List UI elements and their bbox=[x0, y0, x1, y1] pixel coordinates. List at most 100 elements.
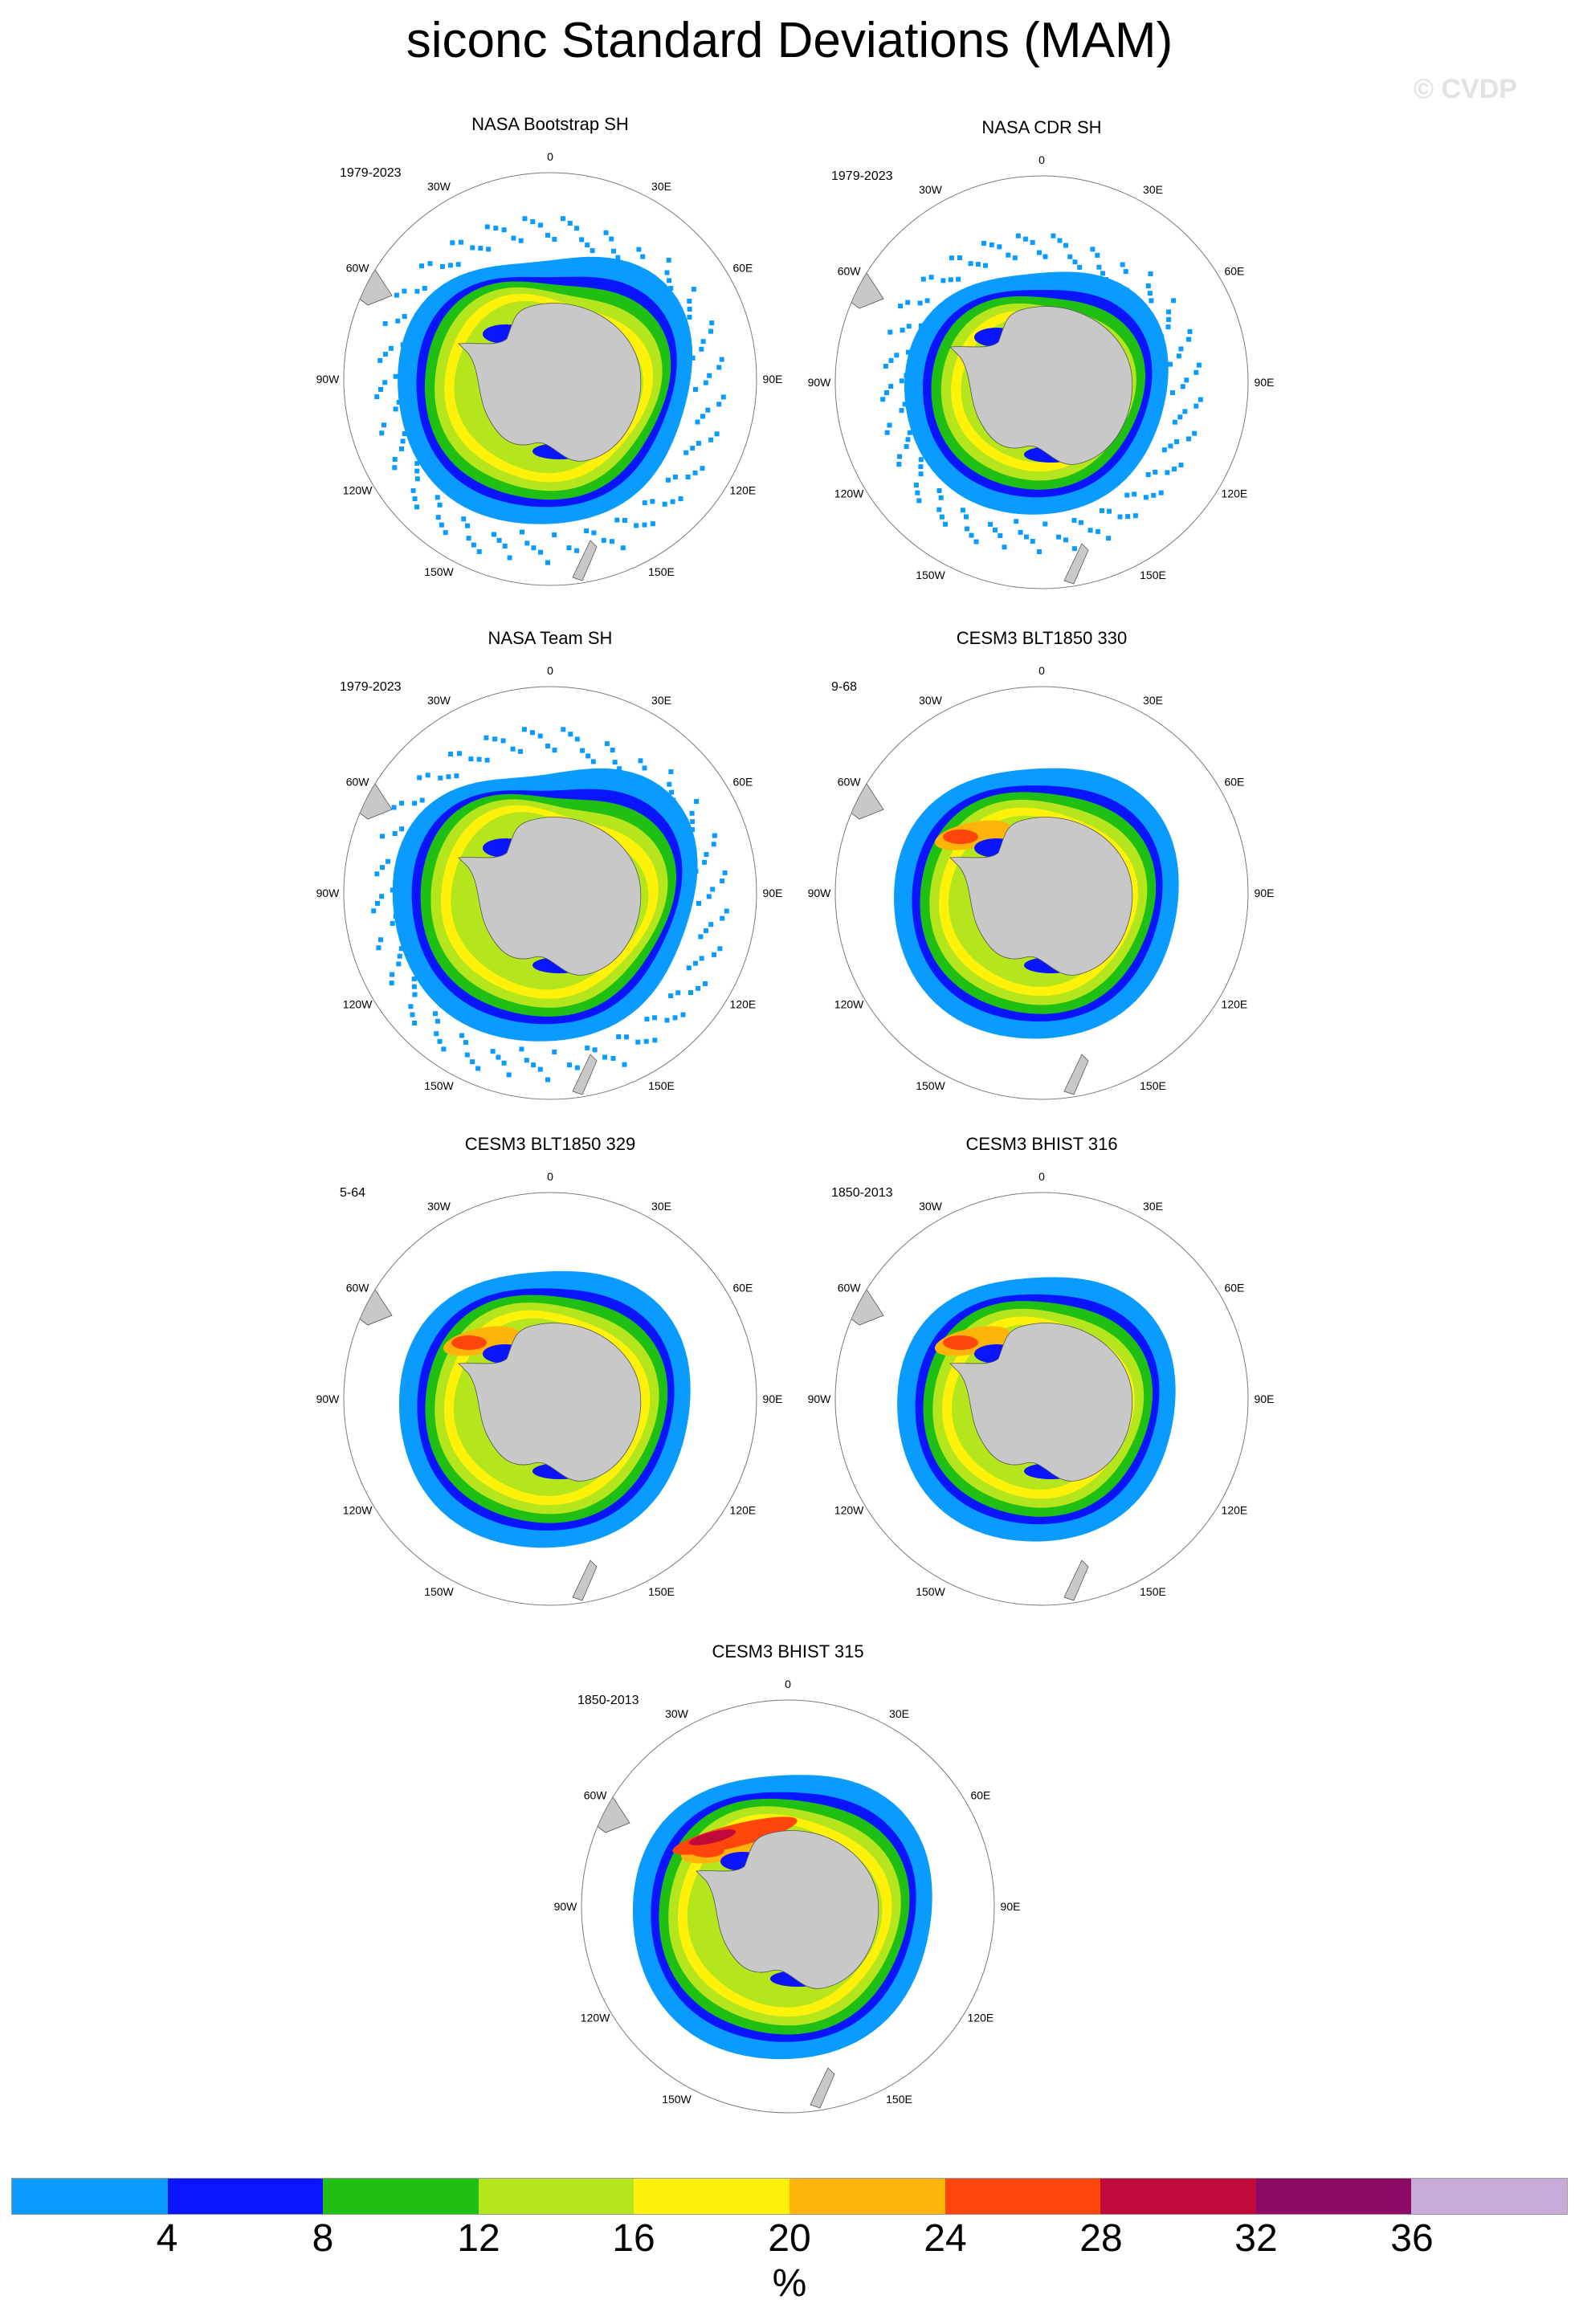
longitude-label: 60E bbox=[1224, 776, 1244, 789]
longitude-label: 60W bbox=[838, 265, 862, 278]
colorbar-segment bbox=[12, 2179, 168, 2214]
colorbar-unit: % bbox=[772, 2262, 807, 2305]
colorbar-tick-label: 24 bbox=[924, 2217, 967, 2260]
longitude-label: 30W bbox=[427, 1200, 451, 1213]
longitude-label: 180 bbox=[1032, 1615, 1051, 1616]
longitude-label: 90E bbox=[1255, 376, 1275, 389]
longitude-label: 120E bbox=[730, 998, 757, 1011]
longitude-label: 150W bbox=[424, 1585, 454, 1598]
map-panel-cesm3-bhist-316: CESM3 BHIST 316 1850-2013 0 30E 60E 90E 120E… bbox=[785, 1134, 1299, 1616]
colorbar-segment bbox=[1255, 2179, 1412, 2214]
longitude-label: 90E bbox=[763, 373, 783, 385]
colorbar-tick-label: 32 bbox=[1234, 2217, 1278, 2260]
longitude-label: 150E bbox=[1140, 1079, 1166, 1092]
colorbar-tick-label: 12 bbox=[457, 2217, 500, 2260]
colorbar-segment bbox=[634, 2179, 790, 2214]
longitude-label: 30E bbox=[651, 180, 671, 193]
longitude-label: 30E bbox=[1143, 694, 1163, 707]
longitude-label: 60W bbox=[838, 776, 862, 789]
longitude-label: 120W bbox=[343, 998, 373, 1011]
panel-period: 5-64 bbox=[340, 1186, 366, 1200]
longitude-label: 60W bbox=[346, 776, 370, 789]
panel-title: CESM3 BHIST 315 bbox=[712, 1641, 864, 1661]
longitude-label: 90W bbox=[808, 887, 832, 899]
map-panel-nasa-bootstrap-sh: NASA Bootstrap SH 1979-2023 0 30E 60E 90E 12… bbox=[293, 114, 807, 596]
longitude-label: 30E bbox=[651, 1200, 671, 1213]
longitude-label: 90W bbox=[808, 376, 832, 389]
longitude-label: 30W bbox=[665, 1707, 689, 1720]
longitude-label: 90E bbox=[763, 887, 783, 899]
colorbar bbox=[11, 2178, 1568, 2215]
longitude-label: 90E bbox=[763, 1392, 783, 1405]
longitude-label: 120W bbox=[343, 484, 373, 497]
map-panel-cesm3-bhist-315: CESM3 BHIST 315 1850-2013 0 30E 60E 90E 120E… bbox=[531, 1641, 1045, 2123]
colorbar-segment bbox=[789, 2179, 945, 2214]
longitude-label: 0 bbox=[1038, 153, 1045, 166]
longitude-label: 120W bbox=[581, 2012, 610, 2024]
map-panel-nasa-team-sh: NASA Team SH 1979-2023 0 30E 60E 90E 120E 150… bbox=[293, 628, 807, 1110]
longitude-label: 90W bbox=[316, 1392, 341, 1405]
longitude-label: 30E bbox=[1143, 183, 1163, 196]
longitude-label: 30W bbox=[427, 694, 451, 707]
longitude-label: 150W bbox=[662, 2093, 692, 2106]
panel-title: NASA CDR SH bbox=[981, 117, 1102, 137]
longitude-label: 30E bbox=[1143, 1200, 1163, 1213]
map-panel-cesm3-blt1850-330: CESM3 BLT1850 330 9-68 0 30E 60E 90E 120E 150… bbox=[785, 628, 1299, 1110]
colorbar-tick-label: 16 bbox=[612, 2217, 655, 2260]
longitude-label: 90W bbox=[316, 373, 341, 385]
longitude-label: 180 bbox=[541, 1109, 560, 1110]
colorbar-segment bbox=[167, 2179, 324, 2214]
longitude-label: 0 bbox=[547, 150, 553, 163]
longitude-label: 30W bbox=[427, 180, 451, 193]
longitude-label: 120E bbox=[1222, 487, 1248, 500]
panel-title: CESM3 BHIST 316 bbox=[965, 1134, 1118, 1154]
longitude-label: 120W bbox=[343, 1504, 373, 1517]
longitude-label: 60W bbox=[346, 1282, 370, 1295]
longitude-label: 150W bbox=[424, 565, 454, 578]
longitude-label: 30W bbox=[919, 1200, 943, 1213]
panel-period: 1850-2013 bbox=[831, 1186, 893, 1200]
panel-period: 1979-2023 bbox=[831, 169, 893, 183]
antarctic-polar-map-icon: 0 30E 60E 90E 120E 150E 180 150W 120W 90W 60W 30W bbox=[316, 1170, 783, 1616]
longitude-label: 120E bbox=[1222, 998, 1248, 1011]
panel-period: 1979-2023 bbox=[340, 166, 402, 180]
longitude-label: 60E bbox=[1224, 265, 1244, 278]
antarctic-polar-map-icon: 0 30E 60E 90E 120E 150E 180 150W 120W 90W 60W 30W bbox=[316, 150, 783, 596]
panel-title: CESM3 BLT1850 330 bbox=[956, 628, 1128, 648]
longitude-label: 60E bbox=[732, 262, 753, 275]
longitude-label: 60W bbox=[838, 1282, 862, 1295]
longitude-label: 180 bbox=[541, 595, 560, 596]
longitude-label: 150W bbox=[424, 1079, 454, 1092]
longitude-label: 150E bbox=[648, 1585, 675, 1598]
longitude-label: 150W bbox=[916, 1585, 945, 1598]
longitude-label: 180 bbox=[1032, 598, 1051, 599]
colorbar-tick-label: 36 bbox=[1390, 2217, 1434, 2260]
longitude-label: 90E bbox=[1255, 1392, 1275, 1405]
longitude-label: 0 bbox=[547, 1170, 553, 1183]
panel-period: 1850-2013 bbox=[577, 1694, 639, 1707]
longitude-label: 180 bbox=[1032, 1109, 1051, 1110]
longitude-label: 90W bbox=[554, 1900, 578, 1913]
longitude-label: 150W bbox=[916, 569, 945, 581]
longitude-label: 30W bbox=[919, 694, 943, 707]
longitude-label: 30E bbox=[651, 694, 671, 707]
longitude-label: 150E bbox=[648, 565, 675, 578]
colorbar-tick-label: 4 bbox=[156, 2217, 178, 2260]
longitude-label: 150E bbox=[648, 1079, 675, 1092]
colorbar-segment bbox=[323, 2179, 479, 2214]
longitude-label: 0 bbox=[785, 1678, 791, 1690]
colorbar-segment bbox=[945, 2179, 1101, 2214]
colorbar-tick-label: 20 bbox=[768, 2217, 811, 2260]
longitude-label: 60W bbox=[346, 262, 370, 275]
longitude-label: 150W bbox=[916, 1079, 945, 1092]
longitude-label: 90W bbox=[316, 887, 341, 899]
colorbar-tick-label: 28 bbox=[1079, 2217, 1123, 2260]
longitude-label: 180 bbox=[778, 2122, 798, 2123]
longitude-label: 90E bbox=[1255, 887, 1275, 899]
longitude-label: 150E bbox=[1140, 1585, 1166, 1598]
longitude-label: 150E bbox=[886, 2093, 912, 2106]
longitude-label: 150E bbox=[1140, 569, 1166, 581]
antarctic-polar-map-icon: 0 30E 60E 90E 120E 150E 180 150W 120W 90W 60W 30W bbox=[808, 153, 1275, 599]
longitude-label: 0 bbox=[1038, 1170, 1045, 1183]
colorbar-segment bbox=[1100, 2179, 1256, 2214]
